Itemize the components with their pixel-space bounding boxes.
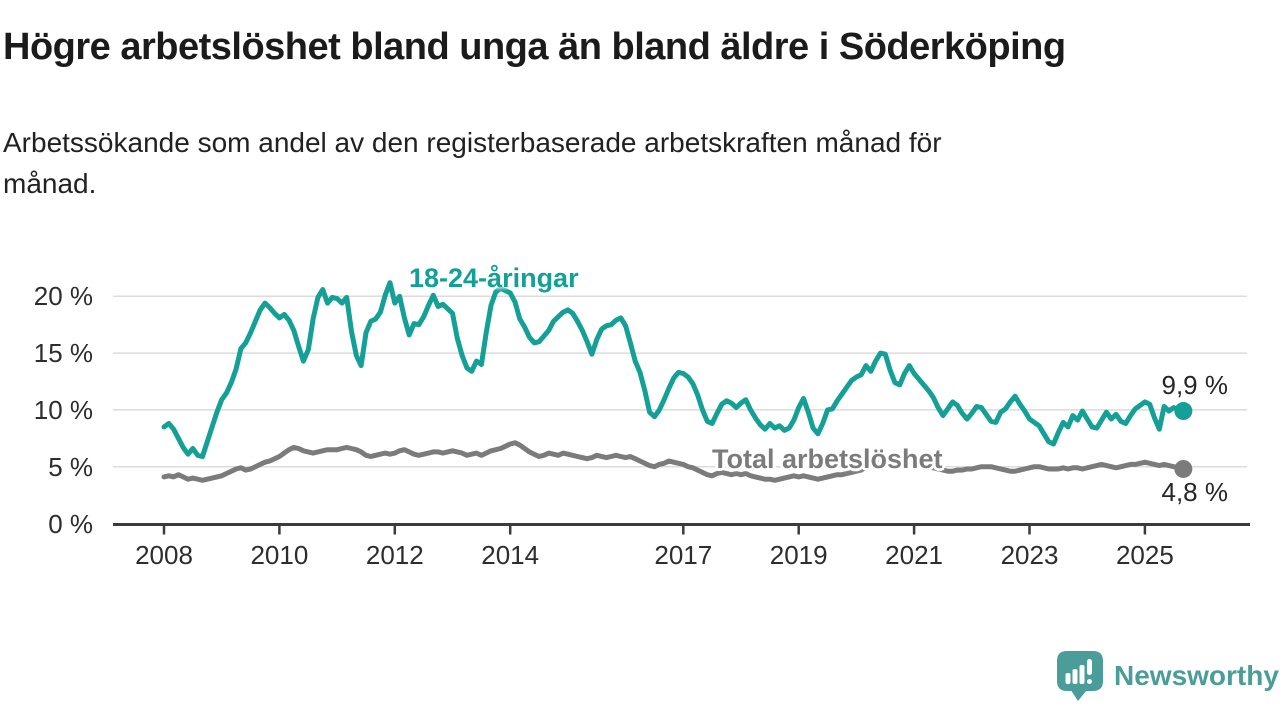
- series-label-total: Total arbetslöshet: [712, 444, 943, 474]
- newsworthy-brand: Newsworthy: [1056, 650, 1279, 702]
- chart-subtitle: Arbetssökande som andel av den registerb…: [3, 122, 1213, 204]
- end-value-total: 4,8 %: [1161, 477, 1229, 507]
- newsworthy-logo-icon: [1057, 651, 1103, 701]
- end-value-young: 9,9 %: [1161, 370, 1229, 400]
- series-label-young: 18-24-åringar: [409, 263, 579, 293]
- subtitle-line-2: månad.: [3, 168, 97, 199]
- subtitle-line-1: Arbetssökande som andel av den registerb…: [3, 127, 942, 158]
- page-title: Högre arbetslöshet bland unga än bland ä…: [3, 26, 1066, 68]
- newsworthy-wordmark: Newsworthy: [1114, 660, 1279, 691]
